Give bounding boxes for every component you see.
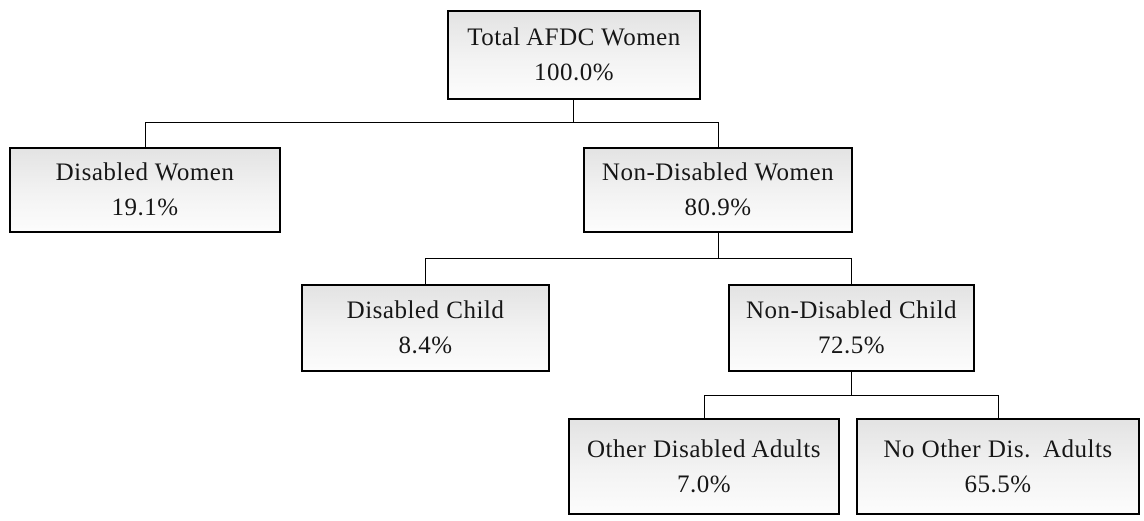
node-value: 19.1% bbox=[111, 194, 179, 221]
node-value: 100.0% bbox=[533, 59, 615, 86]
node-disabled-child: Disabled Child 8.4% bbox=[301, 284, 550, 372]
connector-drop-no-other-dis-adults bbox=[998, 395, 999, 418]
node-value: 65.5% bbox=[964, 470, 1032, 498]
connector-rail-level4 bbox=[704, 395, 999, 396]
node-disabled-women: Disabled Women 19.1% bbox=[9, 147, 281, 233]
node-label: Other Disabled Adults bbox=[586, 435, 822, 463]
node-label: No Other Dis. Adults bbox=[883, 435, 1113, 463]
node-value: 8.4% bbox=[398, 332, 453, 359]
connector-drop-disabled-women bbox=[145, 122, 146, 147]
node-label: Non-Disabled Women bbox=[601, 159, 835, 186]
node-label: Total AFDC Women bbox=[467, 24, 681, 51]
node-value: 80.9% bbox=[684, 194, 752, 221]
node-total-afdc-women: Total AFDC Women 100.0% bbox=[447, 10, 701, 100]
node-value: 72.5% bbox=[817, 332, 886, 359]
node-non-disabled-women: Non-Disabled Women 80.9% bbox=[583, 147, 853, 233]
connector-drop-non-disabled-women bbox=[718, 122, 719, 147]
node-other-disabled-adults: Other Disabled Adults 7.0% bbox=[568, 418, 840, 515]
connector-drop-non-disabled-child bbox=[851, 258, 852, 284]
connector-stub-non-disabled-child bbox=[851, 372, 852, 395]
connector-rail-level3 bbox=[425, 258, 852, 259]
node-non-disabled-child: Non-Disabled Child 72.5% bbox=[728, 284, 975, 372]
connector-stub-total bbox=[573, 100, 574, 122]
connector-rail-level2 bbox=[145, 122, 719, 123]
node-label: Disabled Women bbox=[55, 159, 235, 186]
node-label: Non-Disabled Child bbox=[745, 297, 958, 324]
connector-drop-other-disabled-adults bbox=[704, 395, 705, 418]
node-value: 7.0% bbox=[676, 470, 732, 498]
node-no-other-dis-adults: No Other Dis. Adults 65.5% bbox=[856, 418, 1140, 515]
connector-stub-non-disabled-women bbox=[718, 233, 719, 258]
connector-drop-disabled-child bbox=[425, 258, 426, 284]
node-label: Disabled Child bbox=[346, 297, 505, 324]
